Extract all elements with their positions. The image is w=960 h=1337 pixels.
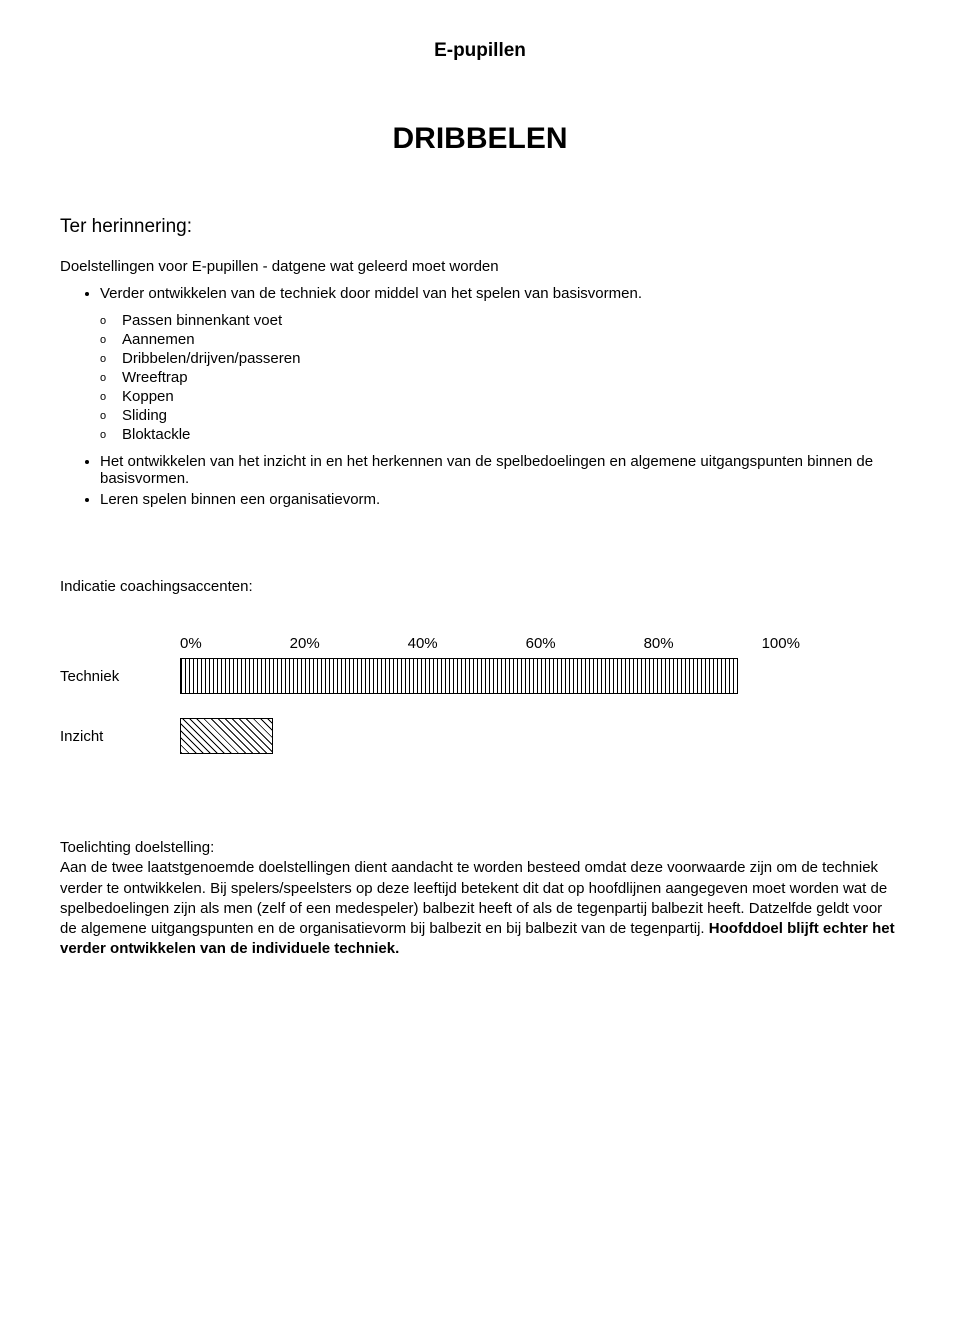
page-header: E-pupillen: [60, 40, 900, 62]
chart-bar-inzicht: [180, 718, 273, 754]
chart-bar-techniek: [180, 658, 738, 694]
list-item: Koppen: [100, 388, 900, 405]
list-item: Leren spelen binnen een organisatievorm.: [100, 491, 900, 508]
page-title: DRIBBELEN: [60, 122, 900, 156]
list-item: Verder ontwikkelen van de techniek door …: [100, 285, 900, 302]
tick-label: 60%: [526, 635, 556, 652]
tick-label: 80%: [644, 635, 674, 652]
chart-row-techniek: Techniek: [60, 658, 900, 694]
list-item: Bloktackle: [100, 426, 900, 443]
chart-heading: Indicatie coachingsaccenten:: [60, 578, 900, 595]
tick-label: 100%: [762, 635, 800, 652]
chart-series-label: Inzicht: [60, 728, 180, 745]
explanation-heading: Toelichting doelstelling:: [60, 839, 214, 856]
list-item: Aannemen: [100, 331, 900, 348]
explanation-paragraph: Toelichting doelstelling: Aan de twee la…: [60, 838, 900, 960]
goals-list-continued: Het ontwikkelen van het inzicht in en he…: [60, 453, 900, 508]
tick-label: 20%: [290, 635, 320, 652]
goals-sublist: Passen binnenkant voet Aannemen Dribbele…: [60, 312, 900, 443]
goals-heading: Doelstellingen voor E-pupillen - datgene…: [60, 258, 900, 275]
list-item: Wreeftrap: [100, 369, 900, 386]
list-item: Passen binnenkant voet: [100, 312, 900, 329]
tick-label: 0%: [180, 635, 202, 652]
list-item: Dribbelen/drijven/passeren: [100, 350, 900, 367]
chart-ticks: 0% 20% 40% 60% 80% 100%: [180, 635, 800, 652]
chart-row-inzicht: Inzicht: [60, 718, 900, 754]
tick-label: 40%: [408, 635, 438, 652]
list-item: Sliding: [100, 407, 900, 424]
reminder-heading: Ter herinnering:: [60, 216, 900, 238]
list-item: Het ontwikkelen van het inzicht in en he…: [100, 453, 900, 487]
goals-list: Verder ontwikkelen van de techniek door …: [60, 285, 900, 302]
chart-series-label: Techniek: [60, 668, 180, 685]
